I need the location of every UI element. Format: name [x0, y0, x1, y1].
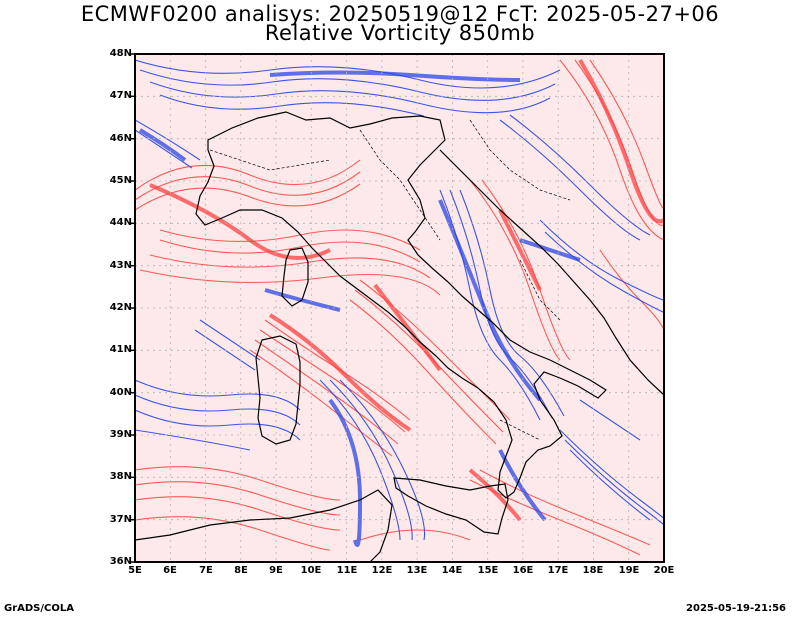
lon-label-14e: 14E: [441, 565, 463, 576]
contour-field: [135, 54, 664, 562]
lon-label-19e: 19E: [618, 565, 640, 576]
lat-label-47n: 47N: [109, 90, 132, 101]
lon-label-6e: 6E: [163, 565, 177, 576]
software-credit: GrADS/COLA: [4, 603, 74, 614]
lat-label-46n: 46N: [109, 133, 132, 144]
coastlines: [135, 111, 664, 562]
lon-label-12e: 12E: [371, 565, 393, 576]
graticule: [135, 54, 664, 562]
lat-label-41n: 41N: [109, 344, 132, 355]
lat-label-36n: 36N: [109, 556, 132, 567]
render-timestamp: 2025-05-19-21:56: [686, 603, 786, 614]
lon-label-5e: 5E: [128, 565, 142, 576]
lon-label-8e: 8E: [234, 565, 248, 576]
lat-label-45n: 45N: [109, 175, 132, 186]
lon-label-10e: 10E: [300, 565, 322, 576]
map-title: ECMWF0200 analisys: 20250519@12 FcT: 202…: [80, 2, 720, 26]
strong-positive-vorticity: [149, 58, 664, 522]
lon-label-15e: 15E: [477, 565, 499, 576]
lat-label-39n: 39N: [109, 429, 132, 440]
political-borders: [209, 119, 571, 441]
lon-label-17e: 17E: [547, 565, 569, 576]
lon-label-9e: 9E: [269, 565, 283, 576]
lon-label-13e: 13E: [406, 565, 428, 576]
lat-label-43n: 43N: [109, 260, 132, 271]
lat-label-38n: 38N: [109, 471, 132, 482]
lat-label-37n: 37N: [109, 514, 132, 525]
lat-label-42n: 42N: [109, 302, 132, 313]
lat-label-48n: 48N: [109, 48, 132, 59]
lon-label-11e: 11E: [336, 565, 358, 576]
lon-label-7e: 7E: [199, 565, 213, 576]
lat-label-44n: 44N: [109, 217, 132, 228]
lon-label-16e: 16E: [512, 565, 534, 576]
axis-ticks: [131, 53, 135, 563]
map-subtitle: Relative Vorticity 850mb: [264, 21, 536, 45]
lon-label-18e: 18E: [582, 565, 604, 576]
lon-label-20e: 20E: [653, 565, 675, 576]
lat-label-40n: 40N: [109, 387, 132, 398]
